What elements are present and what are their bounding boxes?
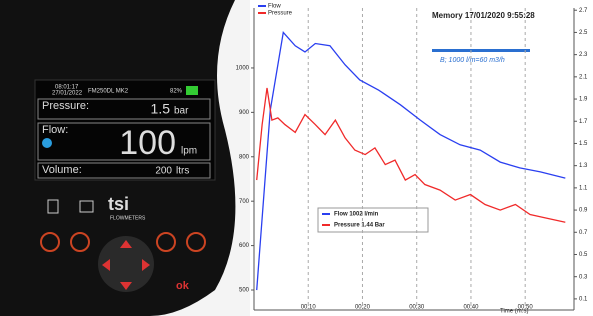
chart-background	[250, 0, 593, 316]
x-tick-label: 00:50	[518, 305, 534, 311]
y-tick-label: 500	[239, 288, 250, 294]
annotation: B; 1000 l/m=60 m3/h	[440, 57, 505, 64]
y2-tick-label: 1.3	[579, 163, 588, 169]
device-model: FM250DL MK2	[88, 89, 129, 95]
y2-tick-label: 2.5	[579, 30, 588, 36]
device: 08:01:17 27/01/2022 FM250DL MK2 82% Pres…	[0, 0, 235, 316]
y2-tick-label: 0.7	[579, 230, 588, 236]
y2-tick-label: 0.9	[579, 208, 588, 214]
x-tick-label: 00:30	[409, 305, 425, 311]
readout-text: Flow 1002 l/min	[334, 212, 379, 218]
y2-tick-label: 0.1	[579, 296, 588, 302]
y-tick-label: 700	[239, 199, 250, 205]
y2-tick-label: 2.7	[579, 8, 588, 14]
y-tick-label: 1000	[236, 66, 250, 72]
legend-label: Pressure	[268, 11, 293, 17]
ok-button[interactable]: ok	[176, 280, 190, 292]
y-tick-label: 600	[239, 243, 250, 249]
y2-tick-label: 0.5	[579, 252, 588, 258]
device-battery: 82%	[170, 89, 183, 95]
screenshot: 08:01:17 27/01/2022 FM250DL MK2 82% Pres…	[0, 0, 593, 316]
y-tick-label: 800	[239, 154, 250, 160]
volume-label: Volume:	[42, 164, 82, 176]
y2-tick-label: 1.1	[579, 185, 588, 191]
annotation-bar	[432, 49, 530, 52]
volume-value: 200	[155, 166, 172, 177]
x-tick-label: 00:10	[301, 305, 317, 311]
x-tick-label: 00:40	[463, 305, 479, 311]
flow-unit: lpm	[181, 146, 197, 157]
readout-text: Pressure 1.44 Bar	[334, 223, 385, 229]
pressure-value: 1.5	[151, 101, 171, 117]
brand: tsi	[108, 194, 129, 214]
pressure-unit: bar	[174, 106, 189, 117]
y2-tick-label: 2.1	[579, 74, 588, 80]
pressure-label: Pressure:	[42, 100, 89, 112]
y2-tick-label: 0.3	[579, 274, 588, 280]
volume-unit: ltrs	[176, 166, 189, 177]
flow-indicator	[42, 138, 52, 148]
y2-tick-label: 1.5	[579, 141, 588, 147]
legend-label: Flow	[268, 4, 281, 10]
chart-title: Memory 17/01/2020 9:55:28	[432, 11, 535, 20]
brand-sub: FLOWMETERS	[110, 215, 146, 221]
y2-tick-label: 2.3	[579, 52, 588, 58]
flow-value: 100	[119, 124, 176, 162]
flow-label: Flow:	[42, 124, 68, 136]
y2-tick-label: 1.9	[579, 97, 588, 103]
y2-tick-label: 1.7	[579, 119, 588, 125]
y-tick-label: 900	[239, 110, 250, 116]
x-tick-label: 00:20	[355, 305, 371, 311]
battery-icon	[186, 86, 198, 95]
device-date: 27/01/2022	[52, 91, 83, 97]
